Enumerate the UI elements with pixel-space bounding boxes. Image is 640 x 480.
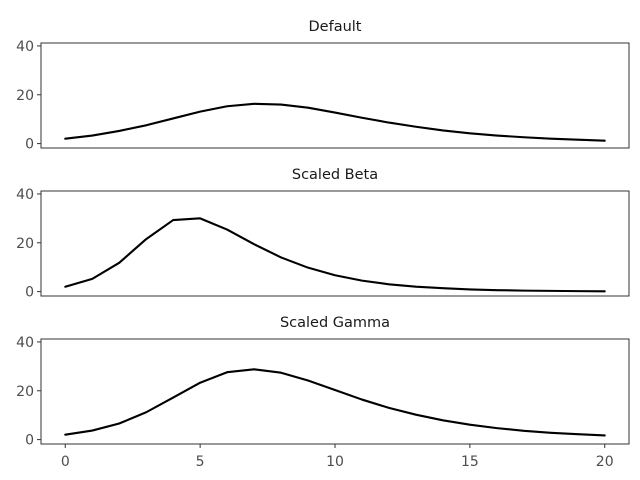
x-tick-label: 0 (61, 454, 70, 470)
series-line-1 (64, 368, 606, 437)
series-line-1 (64, 217, 606, 293)
y-tick-label: 0 (25, 137, 34, 153)
x-tick-label: 10 (326, 454, 344, 470)
y-tick-label: 40 (16, 39, 34, 55)
y-tick-label: 20 (16, 236, 34, 252)
panel-3: Scaled Gamma 0 20 40 0 5 10 15 20 (16, 315, 630, 470)
x-tick-label: 5 (196, 454, 205, 470)
panel-1: Default 0 20 40 (16, 19, 630, 153)
panel-title: Scaled Beta (292, 167, 378, 183)
panel-title: Default (309, 19, 362, 35)
y-tick-label: 20 (16, 88, 34, 104)
y-tick-label: 20 (16, 384, 34, 400)
panel-frame (40, 42, 630, 149)
y-tick-label: 40 (16, 335, 34, 351)
x-tick-label: 20 (596, 454, 614, 470)
x-tick-label: 15 (461, 454, 479, 470)
panel-frame (40, 338, 630, 445)
panel-title: Scaled Gamma (280, 315, 390, 331)
y-tick-label: 0 (25, 285, 34, 301)
panel-frame (40, 190, 630, 297)
panel-2: Scaled Beta 0 20 40 (16, 167, 630, 301)
y-tick-label: 0 (25, 433, 34, 449)
series-line-1 (64, 102, 606, 142)
y-tick-label: 40 (16, 187, 34, 203)
